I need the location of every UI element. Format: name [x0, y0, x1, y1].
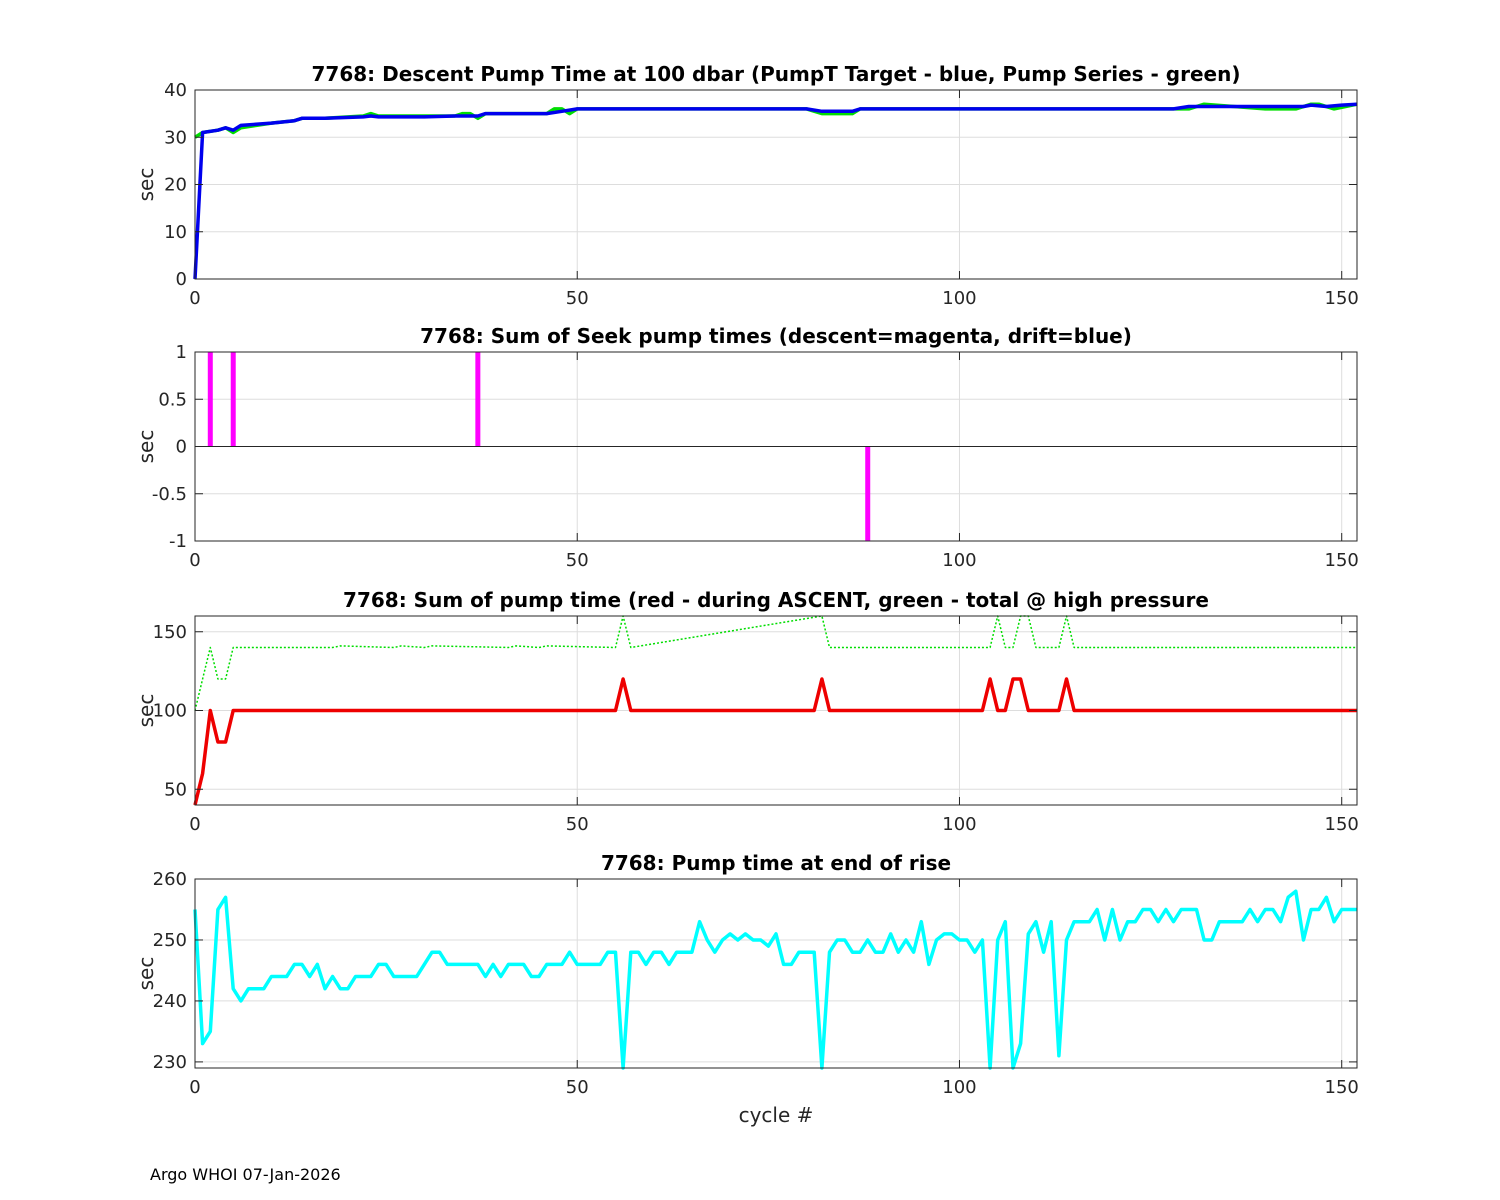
plot-area [195, 879, 1357, 1068]
x-tick-label: 100 [942, 550, 976, 571]
chart-panel-1: 0 50 100 150 0 10 20 30 40 7768: Descent Pump Tim… [134, 62, 1359, 309]
x-tick-label: 0 [189, 814, 200, 835]
y-tick-label: 250 [153, 930, 187, 951]
y-axis-label: sec [134, 168, 158, 202]
chart-panel-2: 0 50 100 150 -1 -0.5 0 0.5 1 7768: Sum of Seek pu… [134, 324, 1359, 571]
x-tick-label: 50 [566, 814, 589, 835]
x-tick-label: 150 [1325, 1077, 1359, 1098]
y-tick-label: 0 [176, 437, 187, 458]
chart-title: 7768: Descent Pump Time at 100 dbar (Pum… [312, 62, 1241, 86]
y-tick-label: 1 [176, 342, 187, 363]
y-tick-label: 0 [176, 269, 187, 290]
y-tick-label: -0.5 [152, 484, 187, 505]
x-tick-label: 0 [189, 550, 200, 571]
x-tick-label: 150 [1325, 814, 1359, 835]
x-tick-label: 100 [942, 288, 976, 309]
y-axis-label: sec [134, 957, 158, 991]
x-tick-label: 100 [942, 1077, 976, 1098]
x-tick-label: 100 [942, 814, 976, 835]
x-tick-label: 50 [566, 1077, 589, 1098]
axes-box [194, 878, 1358, 1069]
series-line-green [194, 615, 1357, 711]
x-tick-label: 150 [1325, 288, 1359, 309]
x-tick-label: 50 [566, 550, 589, 571]
y-tick-label: 0.5 [158, 389, 187, 410]
series-line-cyan [193, 889, 1357, 1070]
x-tick-label: 50 [566, 288, 589, 309]
y-tick-label: 20 [164, 175, 187, 196]
y-tick-label: 10 [164, 222, 187, 243]
y-tick-label: 150 [153, 622, 187, 643]
x-tick-label: 0 [189, 288, 200, 309]
chart-title: 7768: Sum of pump time (red - during ASC… [343, 588, 1209, 612]
chart-panel-4: 0 50 100 150 230 240 250 260 7768: Pump time at … [134, 851, 1359, 1127]
x-tick-label: 0 [189, 1077, 200, 1098]
y-axis-label: sec [134, 430, 158, 464]
y-tick-label: 100 [153, 701, 187, 722]
series-line-red [193, 677, 1357, 806]
x-axis-label: cycle # [739, 1103, 814, 1127]
y-axis-label: sec [134, 694, 158, 728]
chart-title: 7768: Pump time at end of rise [601, 851, 951, 875]
y-tick-label: -1 [169, 531, 187, 552]
footer-label: Argo WHOI 07-Jan-2026 [150, 1165, 341, 1184]
series-line-blue [193, 102, 1358, 280]
y-tick-label: 230 [153, 1052, 187, 1073]
y-tick-label: 260 [153, 869, 187, 890]
y-tick-label: 240 [153, 991, 187, 1012]
y-tick-label: 50 [164, 779, 187, 800]
y-tick-label: 40 [164, 80, 187, 101]
chart-title: 7768: Sum of Seek pump times (descent=ma… [420, 324, 1132, 348]
y-tick-label: 30 [164, 127, 187, 148]
x-tick-label: 150 [1325, 550, 1359, 571]
